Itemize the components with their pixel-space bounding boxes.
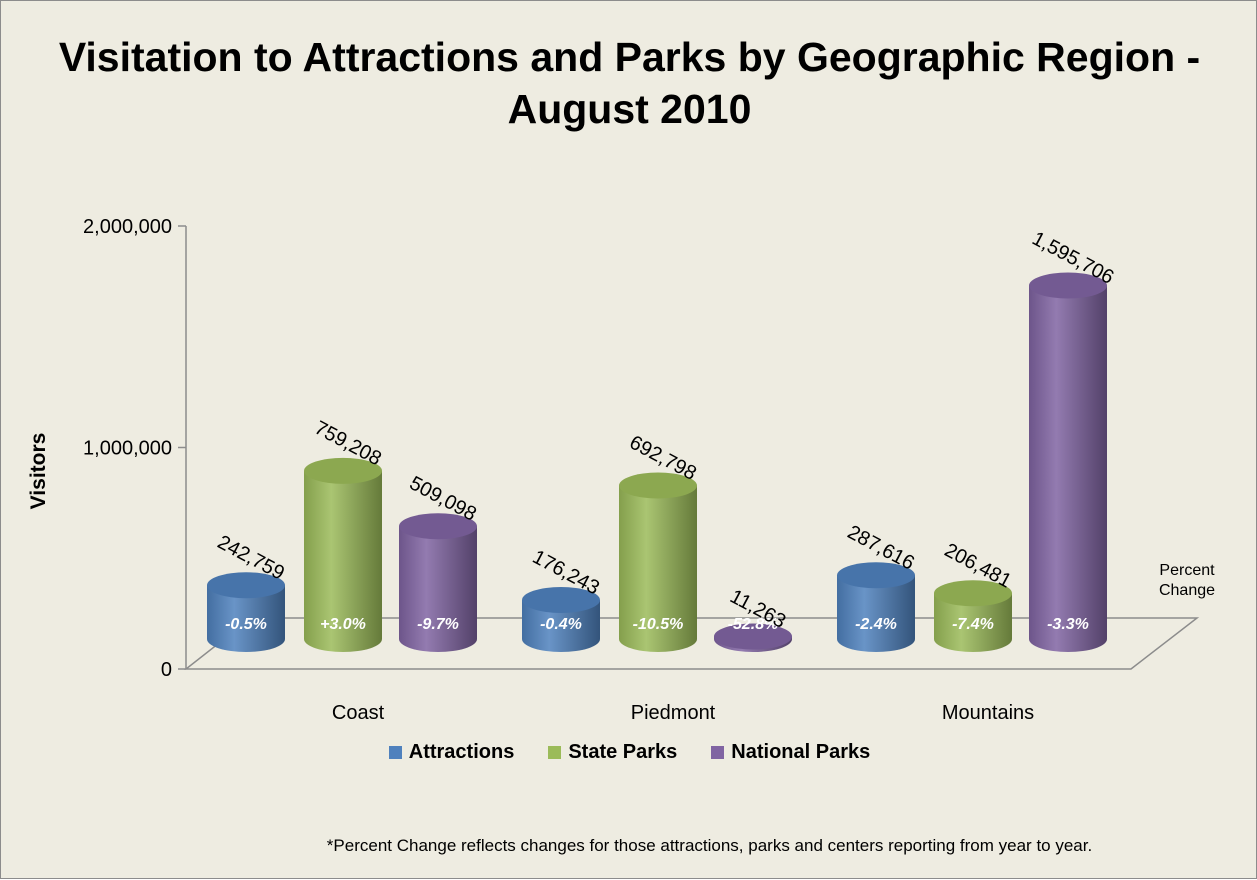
bar-attractions-coast xyxy=(207,572,285,652)
pct-label: -7.4% xyxy=(952,616,994,633)
pct-label: +3.0% xyxy=(320,616,366,633)
axis-layer: 0 1,000,000 2,000,000 Visitors Coast Piedmont… xyxy=(27,216,1215,724)
legend-label: National Parks xyxy=(731,741,871,763)
legend-swatch xyxy=(388,746,402,759)
bar-body xyxy=(1029,285,1107,652)
bar-national-parks-coast xyxy=(399,513,477,652)
bar-body xyxy=(304,470,382,652)
x-tick-label-1: Piedmont xyxy=(631,702,716,724)
bar-layer xyxy=(207,272,1107,652)
bar-top xyxy=(1029,272,1107,299)
bar-top xyxy=(304,457,382,484)
pct-label: -0.4% xyxy=(540,616,582,633)
bar-body xyxy=(399,526,477,652)
bar-top xyxy=(207,572,285,599)
bar-top xyxy=(522,586,600,613)
legend-item-state-parks: State Parks xyxy=(548,741,677,764)
legend: Attractions State Parks National Parks xyxy=(1,741,1257,764)
bar-body xyxy=(934,593,1012,652)
bar-body xyxy=(619,485,697,652)
chart-title: Visitation to Attractions and Parks by G… xyxy=(58,34,1201,132)
bar-state-parks-mountains xyxy=(934,580,1012,652)
bar-attractions-piedmont xyxy=(522,586,600,652)
bar-attractions-mountains xyxy=(837,562,915,652)
y-tick-label-1: 1,000,000 xyxy=(83,438,172,460)
pct-label: -2.4% xyxy=(855,616,897,633)
x-tick-label-2: Mountains xyxy=(942,702,1034,724)
pct-label: -9.7% xyxy=(417,616,459,633)
legend-label: State Parks xyxy=(568,741,678,763)
legend-swatch xyxy=(711,746,725,759)
x-tick-label-0: Coast xyxy=(332,702,385,724)
pct-label: -3.3% xyxy=(1047,616,1089,633)
pct-label: -0.5% xyxy=(225,616,267,633)
bar-top xyxy=(399,513,477,540)
bar-state-parks-coast xyxy=(304,457,382,652)
bar-top xyxy=(714,623,792,650)
bar-national-parks-mountains xyxy=(1029,272,1107,652)
bar-body xyxy=(837,575,915,652)
bar-body xyxy=(207,585,285,652)
bar-national-parks-piedmont xyxy=(714,623,792,652)
legend-item-attractions: Attractions xyxy=(388,741,515,764)
pct-label: -10.5% xyxy=(633,616,684,633)
bar-top xyxy=(619,472,697,499)
y-axis-title: Visitors xyxy=(27,433,50,510)
legend-label: Attractions xyxy=(408,741,515,763)
y-tick-label-0: 0 xyxy=(161,659,172,681)
bar-top xyxy=(934,580,1012,607)
percent-change-note: Percent Change xyxy=(1159,562,1215,599)
bar-body xyxy=(522,599,600,652)
y-tick-label-2: 2,000,000 xyxy=(83,216,172,238)
legend-item-national-parks: National Parks xyxy=(711,741,870,764)
bar-state-parks-piedmont xyxy=(619,472,697,652)
footnote: *Percent Change reflects changes for tho… xyxy=(326,836,1093,855)
pct-label: -52.8% xyxy=(728,616,779,633)
legend-swatch xyxy=(548,746,562,759)
bar-top xyxy=(837,562,915,589)
